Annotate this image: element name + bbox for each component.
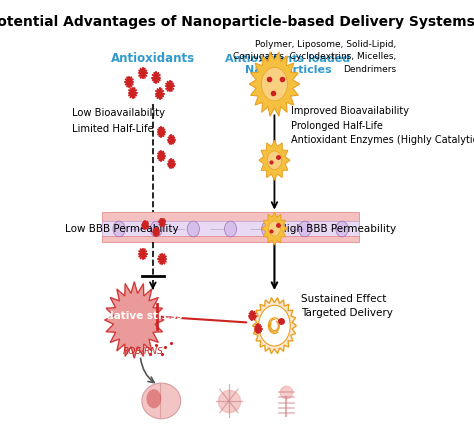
Text: ROS/RNS: ROS/RNS: [122, 346, 163, 355]
Text: Oxidative stress: Oxidative stress: [87, 311, 182, 321]
Polygon shape: [249, 52, 300, 116]
Circle shape: [252, 314, 253, 317]
Circle shape: [257, 328, 259, 330]
Bar: [102, 237, 359, 242]
Circle shape: [169, 85, 171, 88]
Circle shape: [171, 162, 172, 165]
Circle shape: [160, 131, 162, 133]
Text: Potential Advantages of Nanoparticle-based Delivery Systems: Potential Advantages of Nanoparticle-bas…: [0, 15, 474, 29]
Text: Antioxidants: Antioxidants: [111, 52, 195, 65]
Circle shape: [146, 389, 161, 408]
Circle shape: [267, 151, 282, 170]
Circle shape: [262, 221, 274, 237]
Circle shape: [262, 67, 287, 101]
Circle shape: [225, 221, 237, 237]
Circle shape: [259, 305, 290, 346]
Circle shape: [132, 92, 134, 94]
Circle shape: [159, 92, 161, 95]
Text: Polymer, Liposome, Solid-Lipid,
Conjugates, Cyclodextrins, Micelles,
Dendrimers: Polymer, Liposome, Solid-Lipid, Conjugat…: [233, 40, 396, 74]
Polygon shape: [262, 212, 287, 245]
Circle shape: [128, 81, 130, 83]
Circle shape: [161, 258, 164, 260]
Circle shape: [150, 221, 162, 237]
Circle shape: [160, 155, 162, 157]
Circle shape: [299, 221, 311, 237]
Circle shape: [142, 253, 144, 255]
Text: Low Bioavailability
Limited Half-Life: Low Bioavailability Limited Half-Life: [72, 108, 165, 134]
Circle shape: [187, 221, 200, 237]
Text: High BBB Permeability: High BBB Permeability: [279, 224, 396, 234]
Circle shape: [145, 224, 146, 226]
Circle shape: [142, 72, 144, 74]
Circle shape: [268, 221, 280, 236]
Text: Improved Bioavailability
Prolonged Half-Life
Antioxidant Enzymes (Highly Catalyt: Improved Bioavailability Prolonged Half-…: [292, 106, 474, 145]
Circle shape: [113, 221, 125, 237]
Polygon shape: [253, 298, 296, 353]
Text: Sustained Effect
Targeted Delivery: Sustained Effect Targeted Delivery: [301, 293, 393, 318]
Circle shape: [171, 139, 172, 141]
Circle shape: [155, 76, 157, 79]
Polygon shape: [105, 282, 164, 358]
Circle shape: [336, 221, 348, 237]
Ellipse shape: [142, 383, 181, 419]
Text: Low BBB Permeability: Low BBB Permeability: [65, 224, 179, 234]
Polygon shape: [259, 140, 290, 180]
Bar: [102, 212, 359, 222]
Bar: [102, 221, 359, 237]
Text: Antioxidants loaded
Nanoparticles: Antioxidants loaded Nanoparticles: [226, 54, 350, 75]
Circle shape: [162, 222, 163, 223]
Circle shape: [155, 231, 157, 233]
